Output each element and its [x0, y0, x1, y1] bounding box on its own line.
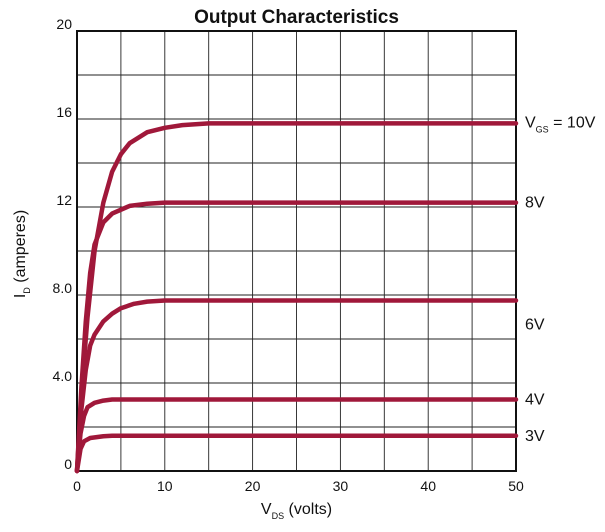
series-label-3: 4V	[525, 392, 545, 409]
series-label-4: 3V	[525, 428, 545, 445]
y-tick-label: 0	[64, 456, 72, 472]
y-tick-labels: 0 4.0 8.0 12 16 20	[53, 16, 73, 472]
series-group	[74, 121, 519, 474]
series-label-1: 8V	[525, 195, 545, 212]
series-line-4	[74, 433, 519, 474]
series-line-3	[74, 397, 519, 474]
y-axis-label: ID (amperes)	[12, 210, 32, 298]
x-tick-label: 10	[157, 478, 173, 494]
series-label-0: VGS = 10V	[525, 114, 596, 134]
x-tick-label: 40	[420, 478, 436, 494]
chart-title: Output Characteristics	[194, 7, 399, 28]
x-tick-labels: 0 10 20 30 40 50	[73, 478, 524, 494]
plot-frame	[76, 30, 517, 472]
x-tick-label: 0	[73, 478, 81, 494]
y-tick-label: 4.0	[53, 368, 73, 384]
series-labels: VGS = 10V 8V 6V 4V 3V	[525, 114, 596, 444]
y-tick-label: 20	[56, 16, 72, 32]
series-line-2	[74, 298, 519, 474]
x-axis-label: VDS (volts)	[261, 501, 332, 521]
y-tick-label: 12	[56, 192, 72, 208]
series-line-1	[74, 200, 519, 474]
x-tick-label: 20	[245, 478, 261, 494]
grid	[76, 30, 517, 472]
y-tick-label: 8.0	[53, 280, 73, 296]
x-tick-label: 50	[508, 478, 524, 494]
series-label-2: 6V	[525, 317, 545, 334]
x-tick-label: 30	[333, 478, 349, 494]
y-tick-label: 16	[56, 104, 72, 120]
